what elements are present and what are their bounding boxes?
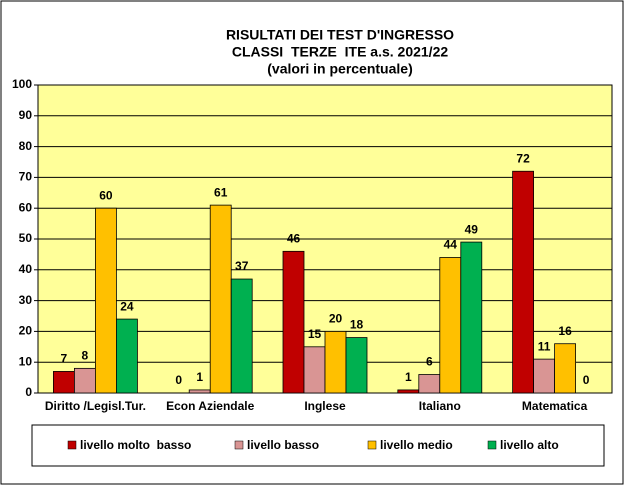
chart-subtitle: CLASSI TERZE ITE a.s. 2021/22 — [232, 44, 449, 60]
value-label: 16 — [558, 324, 572, 338]
value-label: 20 — [329, 312, 343, 326]
value-label: 60 — [99, 188, 113, 202]
y-tick-label: 100 — [12, 77, 32, 91]
x-tick-label: Econ Aziendale — [166, 399, 255, 413]
value-label: 6 — [426, 355, 433, 369]
x-tick-label: Matematica — [522, 399, 588, 413]
y-tick-label: 30 — [19, 293, 33, 307]
bar — [533, 358, 555, 394]
legend-swatch — [367, 440, 377, 450]
legend-swatch — [67, 440, 77, 450]
legend-box — [31, 424, 605, 467]
y-tick-label: 50 — [19, 231, 33, 245]
legend-label: livello basso — [247, 438, 319, 452]
value-label: 0 — [175, 373, 182, 387]
value-label: 1 — [196, 370, 203, 384]
bar — [397, 389, 420, 394]
bar — [418, 374, 441, 394]
value-label: 37 — [235, 259, 249, 273]
bar — [554, 343, 576, 394]
value-label: 44 — [444, 238, 458, 252]
y-tick-label: 80 — [19, 139, 33, 153]
x-tick-label: Inglese — [304, 399, 346, 413]
y-tick-label: 90 — [19, 108, 33, 122]
bar — [345, 337, 368, 394]
y-tick-label: 0 — [25, 385, 32, 399]
bar — [460, 241, 483, 394]
value-label: 8 — [82, 349, 89, 363]
chart-subtitle: (valori in percentuale) — [267, 61, 412, 77]
bar — [53, 371, 75, 394]
bar — [188, 389, 211, 394]
bar — [209, 204, 232, 394]
value-label: 72 — [516, 151, 530, 165]
legend-label: livello molto basso — [80, 438, 191, 452]
y-tick-label: 40 — [19, 262, 33, 276]
bar — [324, 330, 347, 394]
value-label: 46 — [287, 231, 301, 245]
bar — [95, 207, 117, 394]
value-label: 24 — [120, 299, 134, 313]
y-tick-label: 10 — [19, 354, 33, 368]
legend-swatch — [234, 440, 244, 450]
value-label: 49 — [465, 222, 479, 236]
value-label: 61 — [214, 185, 228, 199]
bar — [74, 367, 96, 394]
value-label: 15 — [308, 327, 322, 341]
legend-label: livello alto — [500, 438, 559, 452]
y-tick-label: 60 — [19, 200, 33, 214]
x-tick-label: Diritto /Legisl.Tur. — [45, 399, 146, 413]
bar — [303, 346, 326, 394]
x-tick-label: Italiano — [419, 399, 461, 413]
value-label: 18 — [350, 318, 364, 332]
chart-title: RISULTATI DEI TEST D'INGRESSO — [226, 27, 454, 43]
bar — [439, 257, 462, 394]
bar — [230, 278, 253, 394]
bar — [512, 170, 534, 394]
value-label: 0 — [583, 373, 590, 387]
legend-swatch — [487, 440, 497, 450]
value-label: 11 — [538, 339, 551, 353]
value-label: 7 — [61, 352, 68, 366]
y-tick-label: 20 — [19, 324, 33, 338]
bar — [282, 250, 305, 394]
bar — [116, 318, 138, 394]
value-label: 1 — [405, 370, 412, 384]
legend-label: livello medio — [380, 438, 453, 452]
y-tick-label: 70 — [19, 170, 33, 184]
